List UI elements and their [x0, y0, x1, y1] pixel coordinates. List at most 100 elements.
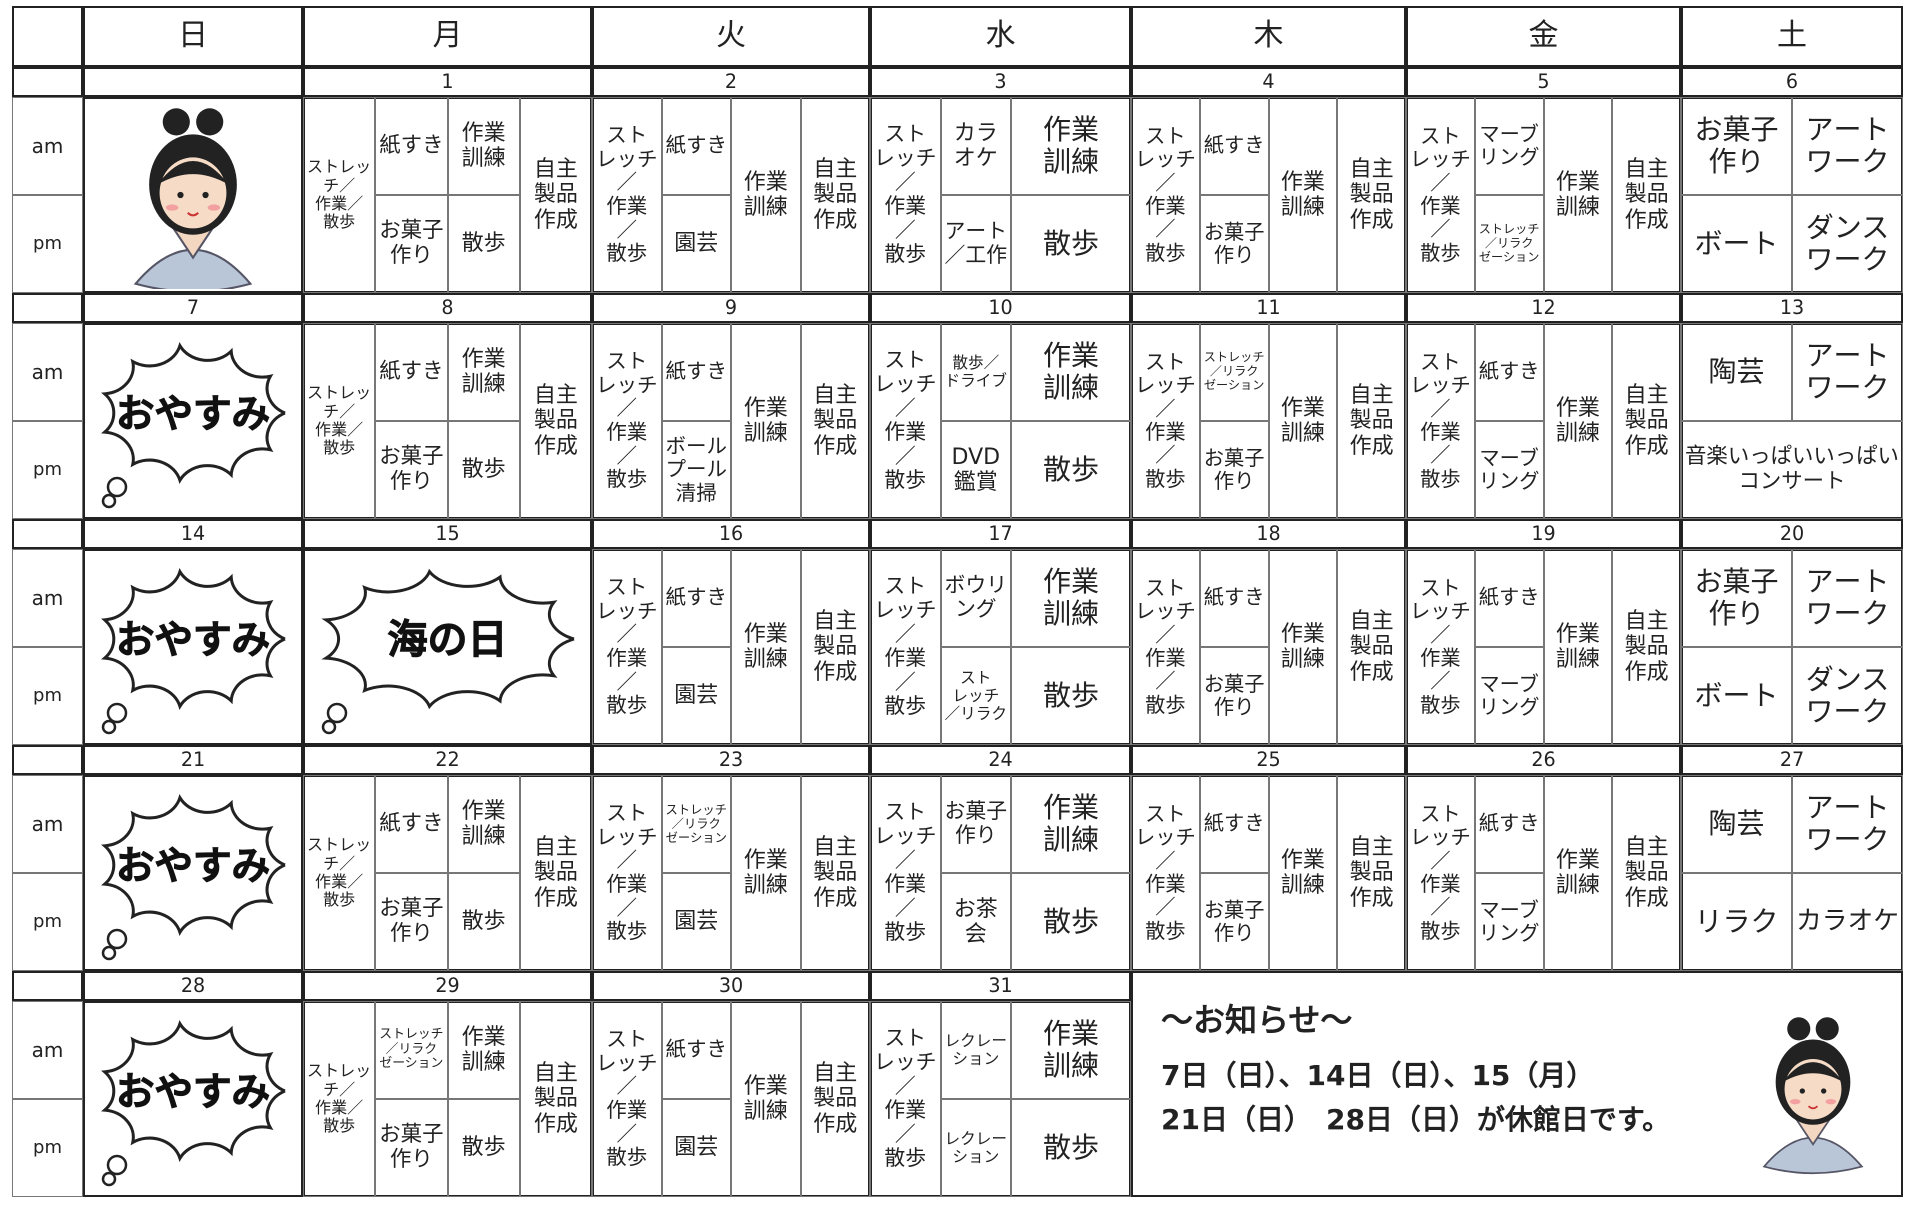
time-label: am: [12, 775, 83, 873]
activity-pm: カラオケ: [1792, 873, 1903, 971]
activity-am: お菓子 作り: [940, 775, 1012, 873]
activity: 自主 製品 作成: [800, 549, 870, 745]
activity: 作業 訓練: [731, 549, 801, 745]
activity-pm: ストレッチ ／リラク ゼーション: [1474, 195, 1544, 293]
activity-am: 作業 訓練: [1011, 775, 1131, 873]
date-corner: [12, 971, 83, 1001]
bangs: [1782, 1062, 1844, 1083]
activity-am: ボウリ ング: [940, 549, 1012, 647]
activity-am: 紙すき: [1199, 775, 1269, 873]
activity-am: ストレッチ ／リラク ゼーション: [375, 1001, 448, 1099]
cloud-outline: [101, 794, 286, 936]
day-header: 日: [83, 6, 303, 67]
bun-right: [196, 108, 224, 136]
activity: 作業 訓練: [731, 775, 801, 971]
date-number: 5: [1406, 67, 1681, 97]
activity: スト レッチ ／ 作業 ／ 散歩: [870, 97, 941, 293]
collar: [171, 225, 215, 260]
activity-am: お菓子 作り: [1681, 549, 1792, 647]
date-number: 8: [303, 293, 592, 323]
activity-pm: 園芸: [661, 647, 731, 745]
date-number: 3: [870, 67, 1131, 97]
time-label: pm: [12, 873, 83, 971]
date-number: 19: [1406, 519, 1681, 549]
activity-pm: アート ／工作: [940, 195, 1012, 293]
mouth: [1807, 1105, 1819, 1110]
day-header: 火: [592, 6, 870, 67]
date-number: 6: [1681, 67, 1903, 97]
activity-am: 作業 訓練: [1011, 323, 1131, 421]
date-number: 4: [1131, 67, 1406, 97]
activity-am: 紙すき: [1199, 549, 1269, 647]
activity: スト レッチ ／ 作業 ／ 散歩: [1131, 775, 1200, 971]
time-label: pm: [12, 421, 83, 519]
activity: スト レッチ ／ 作業 ／ 散歩: [592, 1001, 662, 1197]
activity-pm: お菓子 作り: [375, 421, 448, 519]
activity-am: カラ オケ: [940, 97, 1012, 195]
date-number: 31: [870, 971, 1131, 1001]
activity-pm: お菓子 作り: [1199, 647, 1269, 745]
date-number: 7: [83, 293, 303, 323]
activity-am: 陶芸: [1681, 775, 1792, 873]
day-cell: [83, 775, 303, 971]
cloud-dot: [106, 928, 128, 950]
activity: 自主 製品 作成: [1612, 775, 1681, 971]
day-header: 水: [870, 6, 1131, 67]
activity-am: 紙すき: [661, 323, 731, 421]
notice-box: [1131, 971, 1903, 1197]
date-number: 30: [592, 971, 870, 1001]
activity: スト レッチ ／ 作業 ／ 散歩: [870, 323, 941, 519]
bun-left: [1787, 1017, 1811, 1041]
activity: 自主 製品 作成: [800, 775, 870, 971]
activity-pm: ボート: [1681, 195, 1792, 293]
activity: 自主 製品 作成: [1337, 97, 1406, 293]
time-label: am: [12, 549, 83, 647]
activity: ストレッ チ／ 作業／ 散歩: [303, 775, 376, 971]
date-number: 22: [303, 745, 592, 775]
activity-pm: 散歩: [1011, 1099, 1131, 1197]
mouth: [187, 211, 199, 217]
activity: 作業 訓練: [731, 97, 801, 293]
eye-r: [1821, 1088, 1827, 1094]
eye-l: [177, 191, 184, 199]
holiday-cloud: おやすみ: [101, 1020, 286, 1187]
activity-am: 作業 訓練: [447, 323, 520, 421]
activity-am: 作業 訓練: [1011, 549, 1131, 647]
activity: 自主 製品 作成: [519, 323, 592, 519]
cheek-r: [207, 204, 221, 211]
girl-illustration: [1762, 1017, 1864, 1175]
activity-pm: 散歩: [447, 873, 520, 971]
activity-am: 作業 訓練: [447, 775, 520, 873]
activity: 作業 訓練: [1543, 323, 1613, 519]
cloud-dot: [106, 702, 128, 724]
date-number: 23: [592, 745, 870, 775]
activity: 自主 製品 作成: [1612, 549, 1681, 745]
activity: 自主 製品 作成: [519, 1001, 592, 1197]
activity: スト レッチ ／ 作業 ／ 散歩: [1406, 97, 1475, 293]
date-corner: [12, 519, 83, 549]
time-label: pm: [12, 647, 83, 745]
collar: [1794, 1117, 1832, 1146]
activity: スト レッチ ／ 作業 ／ 散歩: [592, 549, 662, 745]
date-number: 18: [1131, 519, 1406, 549]
activity-am: アート ワーク: [1792, 97, 1903, 195]
figure: [1762, 1017, 1864, 1175]
activity-am: 散歩／ ドライブ: [940, 323, 1012, 421]
activity: スト レッチ ／ 作業 ／ 散歩: [1406, 323, 1475, 519]
cloud-dot: [101, 719, 117, 735]
activity-pm: マーブ リング: [1474, 647, 1544, 745]
activity-am: 作業 訓練: [1011, 1001, 1131, 1099]
activity-pm: マーブ リング: [1474, 421, 1544, 519]
cloud-dot: [101, 493, 117, 509]
activity-pm: マーブ リング: [1474, 873, 1544, 971]
cloud-dot: [106, 476, 128, 498]
activity-pm: DVD 鑑賞: [940, 421, 1012, 519]
activity-pm: スト レッチ ／リラク: [940, 647, 1012, 745]
activity-pm: お菓子 作り: [375, 873, 448, 971]
cloud-dot: [101, 945, 117, 961]
holiday-label: おやすみ: [116, 844, 270, 889]
eye-l: [1799, 1088, 1805, 1094]
activity: 作業 訓練: [1268, 323, 1338, 519]
holiday-label: おやすみ: [116, 392, 270, 437]
